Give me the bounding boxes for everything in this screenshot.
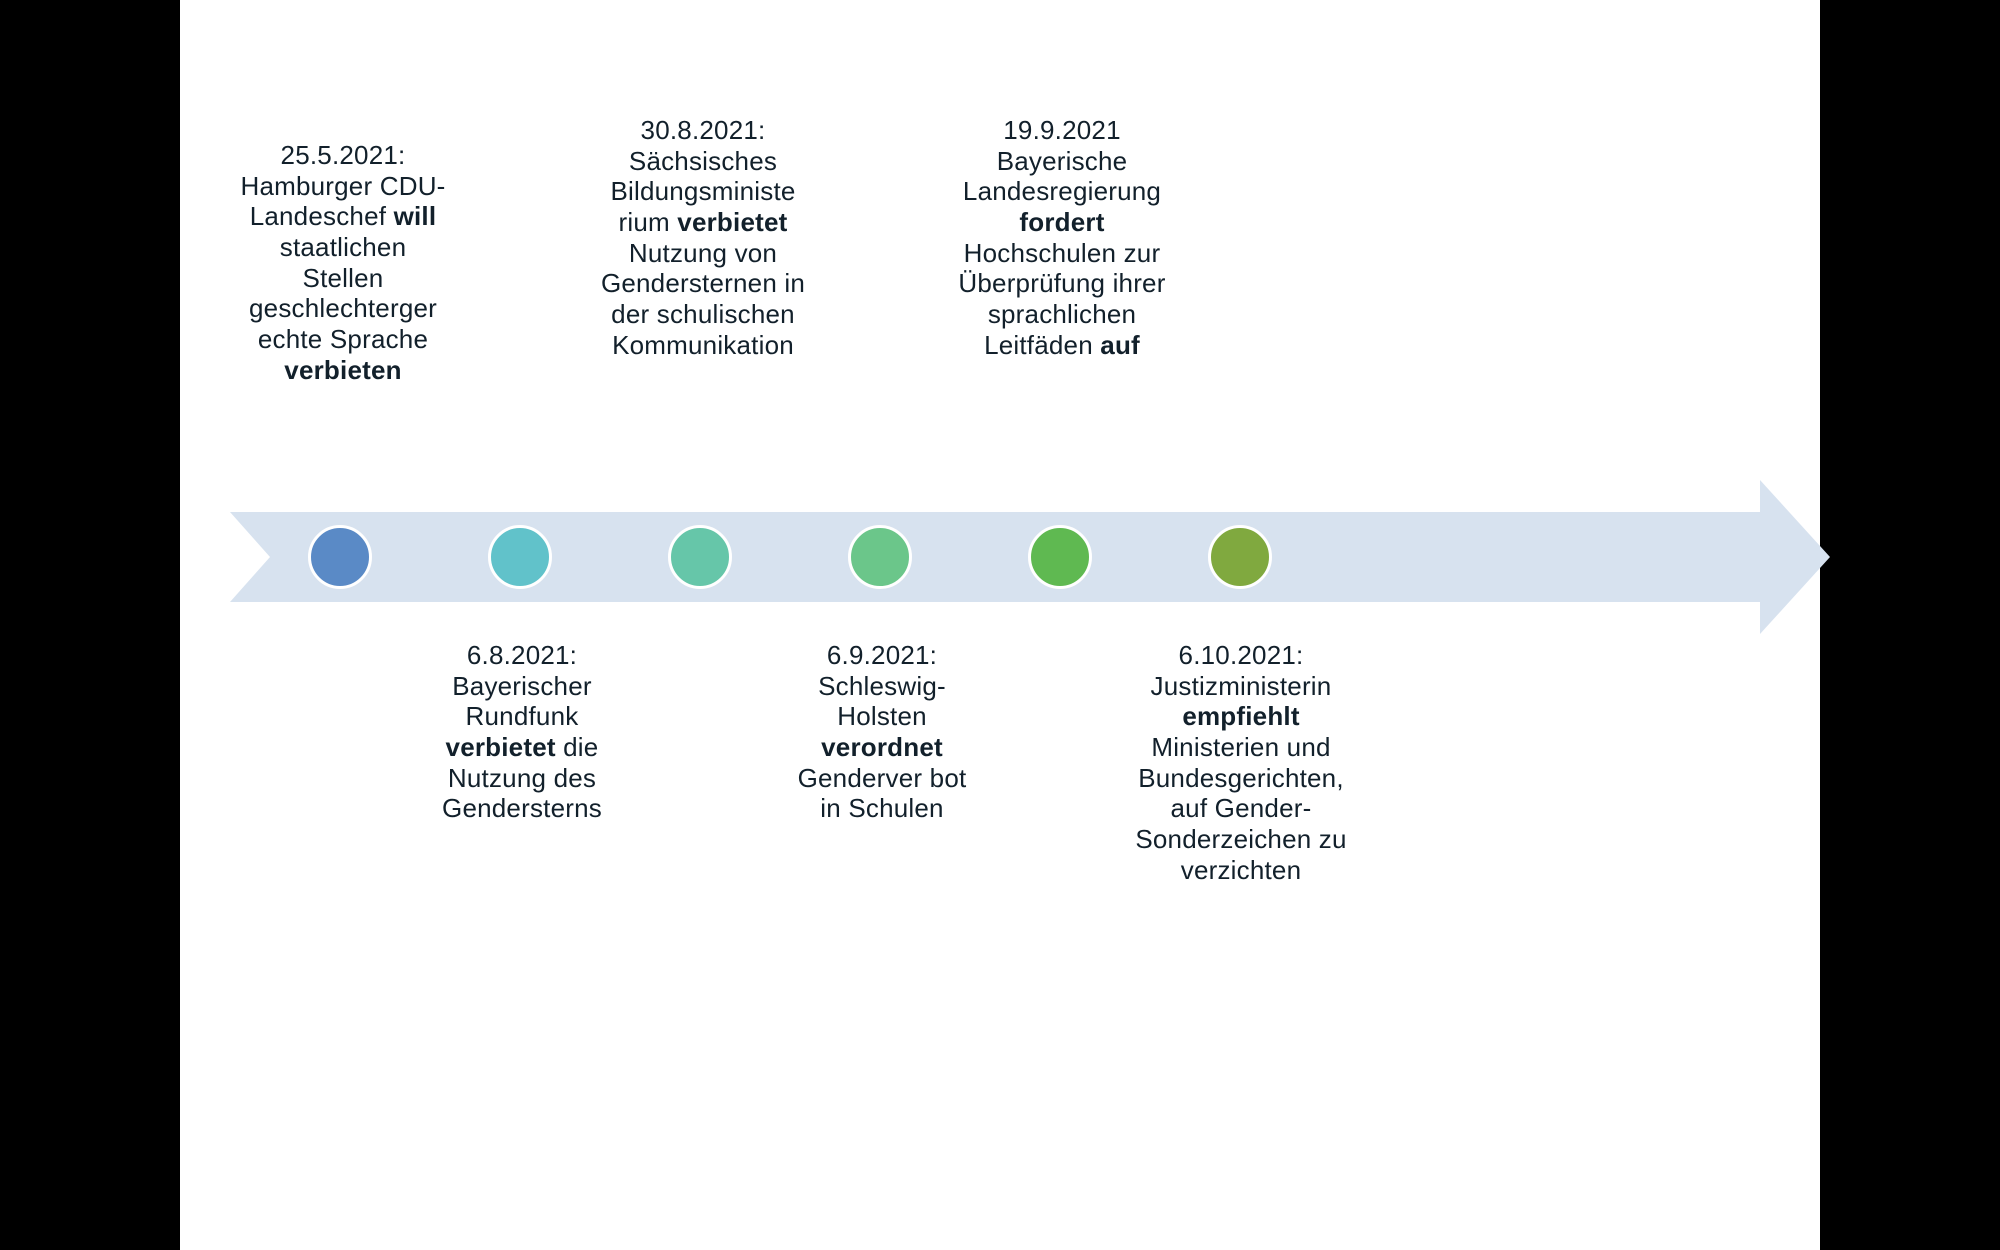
timeline-event-3-text: 30.8.2021:Sächsisches Bildungsministe ri… xyxy=(595,115,811,360)
timeline-arrow-body xyxy=(230,512,1760,602)
timeline-arrow-tail-notch xyxy=(230,512,270,602)
timeline-event-1-text: 25.5.2021:Hamburger CDU-Landeschef will … xyxy=(238,140,448,385)
timeline-dot-3 xyxy=(668,525,732,589)
timeline-dot-6 xyxy=(1208,525,1272,589)
timeline-event-6-text: 6.10.2021:Justizministerin empfiehlt Min… xyxy=(1122,640,1360,885)
timeline-dot-2 xyxy=(488,525,552,589)
timeline-arrow-head xyxy=(1760,480,1830,634)
timeline-event-4-text: 6.9.2021:Schleswig-Holsten verordnet Gen… xyxy=(790,640,974,824)
timeline-event-5-text: 19.9.2021Bayerische Landesregierung ford… xyxy=(950,115,1174,360)
timeline-dot-4 xyxy=(848,525,912,589)
timeline-dot-5 xyxy=(1028,525,1092,589)
timeline-event-2-text: 6.8.2021:Bayerischer Rundfunk verbietet … xyxy=(415,640,629,824)
timeline-dot-1 xyxy=(308,525,372,589)
